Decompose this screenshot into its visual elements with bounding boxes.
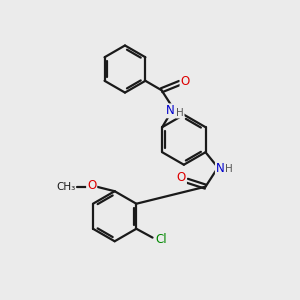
Text: O: O — [181, 75, 190, 88]
Text: H: H — [225, 164, 233, 174]
Text: Cl: Cl — [155, 232, 166, 246]
Text: CH₃: CH₃ — [56, 182, 76, 192]
Text: N: N — [166, 104, 175, 117]
Text: O: O — [177, 171, 186, 184]
Text: H: H — [176, 108, 184, 118]
Text: N: N — [216, 162, 225, 175]
Text: O: O — [87, 179, 96, 192]
